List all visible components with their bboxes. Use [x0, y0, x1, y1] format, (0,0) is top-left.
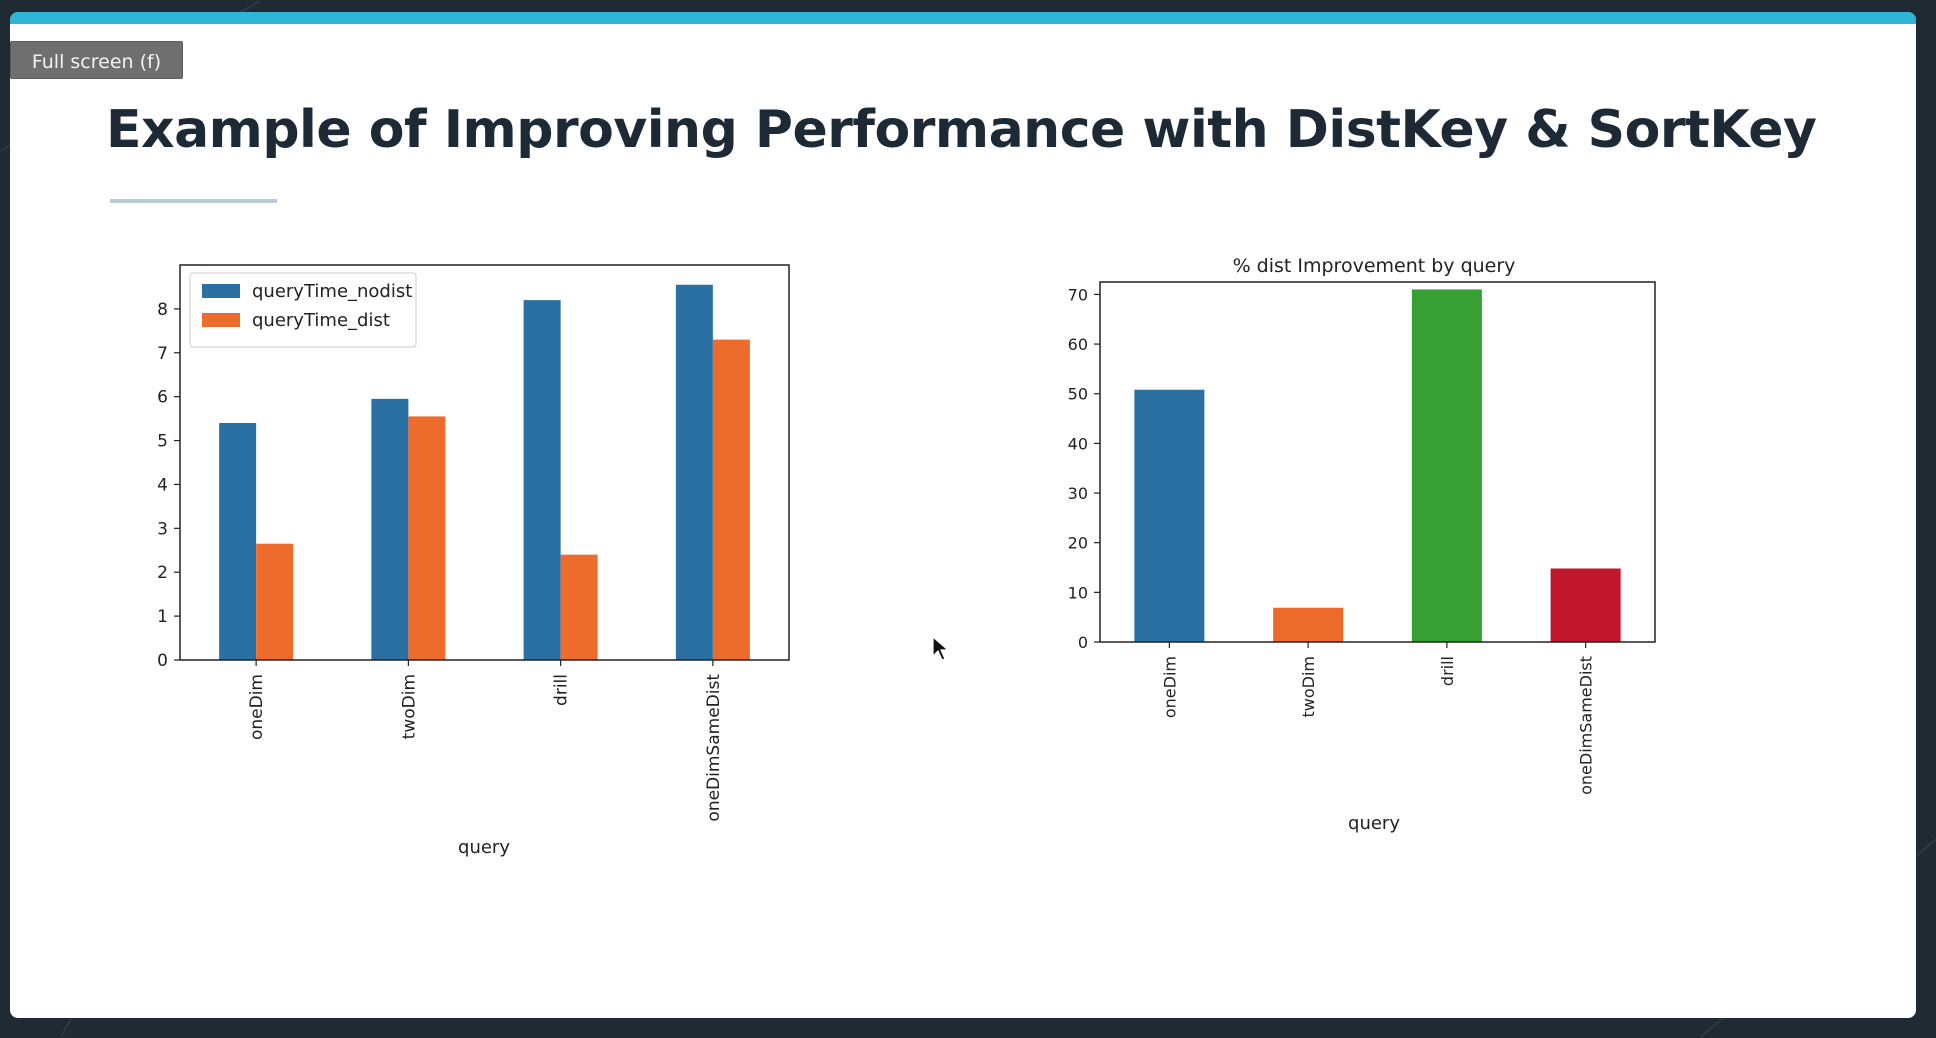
slide-title: Example of Improving Performance with Di… [106, 100, 1817, 160]
chart1-x-tick-label: oneDim [247, 674, 267, 740]
chart1-bar-twoDim-queryTime_nodist [371, 398, 409, 660]
chart2-x-tick-label: drill [1438, 656, 1457, 686]
chart1-bar-drill-queryTime_nodist [523, 300, 561, 660]
chart2-y-tick-label: 70 [1068, 285, 1088, 304]
chart2-title: % dist Improvement by query [1233, 255, 1516, 277]
chart1-y-tick-label: 3 [157, 519, 168, 539]
chart1-bar-oneDim-queryTime_dist [256, 543, 294, 660]
title-underline [110, 199, 277, 203]
chart2-x-tick-label: twoDim [1299, 656, 1318, 718]
chart1-bar-oneDim-queryTime_nodist [219, 423, 257, 660]
chart1-legend-box [189, 272, 417, 348]
chart1-legend: queryTime_nodist queryTime_dist [189, 272, 417, 348]
chart2-y-tick-label: 20 [1068, 534, 1088, 553]
chart1-y-tick-label: 4 [157, 475, 168, 495]
chart2-plot-frame [1099, 281, 1656, 643]
chart1-bar-twoDim-queryTime_dist [408, 416, 446, 660]
chart2-y-tick-label: 10 [1068, 583, 1088, 602]
chart2-bar-oneDim [1134, 389, 1205, 642]
chart2-y-tick-label: 0 [1078, 633, 1088, 652]
chart1-bar-oneDimSameDist-queryTime_dist [712, 339, 750, 660]
chart2-y-tick-label: 60 [1068, 335, 1088, 354]
slide-top-accent-bar [10, 12, 1916, 24]
chart1-x-axis-label: query [458, 837, 510, 858]
chart1-y-tick-label: 2 [157, 563, 168, 583]
chart2-x-tick-label: oneDim [1160, 656, 1179, 718]
chart2-x-axis-label: query [1348, 813, 1400, 834]
chart2-x-tick-label: oneDimSameDist [1577, 656, 1596, 795]
chart1-plot-frame [179, 264, 790, 661]
chart1-x-tick-label: drill [552, 674, 572, 706]
chart2-bar-drill [1411, 289, 1482, 642]
query-time-bar-chart: 0 1 2 3 4 5 6 7 8 oneDim twoDim drill oneDimSameDis… [157, 264, 790, 858]
legend-swatch-dist [202, 313, 240, 327]
fullscreen-button[interactable]: Full screen (f) [10, 41, 183, 79]
chart1-y-tick-label: 8 [157, 300, 168, 320]
chart1-y-tick-label: 1 [157, 607, 168, 627]
chart1-y-tick-label: 6 [157, 388, 168, 408]
chart1-y-tick-label: 0 [157, 651, 168, 671]
chart1-bar-drill-queryTime_dist [560, 554, 598, 660]
chart1-y-tick-label: 5 [157, 432, 168, 452]
chart2-y-tick-label: 40 [1068, 434, 1088, 453]
chart1-x-tick-label: oneDimSameDist [704, 674, 724, 822]
presentation-slide: Example of Improving Performance with Di… [10, 12, 1916, 1018]
chart2-y-tick-label: 50 [1068, 385, 1088, 404]
chart1-x-tick-label: twoDim [399, 674, 419, 739]
chart2-bar-oneDimSameDist [1550, 568, 1621, 642]
legend-swatch-nodist [202, 284, 240, 298]
chart1-bar-oneDimSameDist-queryTime_nodist [675, 284, 713, 660]
chart1-y-tick-label: 7 [157, 344, 168, 364]
mouse-cursor-icon [932, 636, 950, 661]
chart2-y-tick-label: 30 [1068, 484, 1088, 503]
chart2-bar-twoDim [1273, 607, 1344, 642]
dist-improvement-bar-chart: % dist Improvement by query 0 10 20 30 40 50 6… [1068, 255, 1656, 834]
legend-label-nodist: queryTime_nodist [252, 281, 412, 302]
legend-label-dist: queryTime_dist [252, 310, 390, 331]
